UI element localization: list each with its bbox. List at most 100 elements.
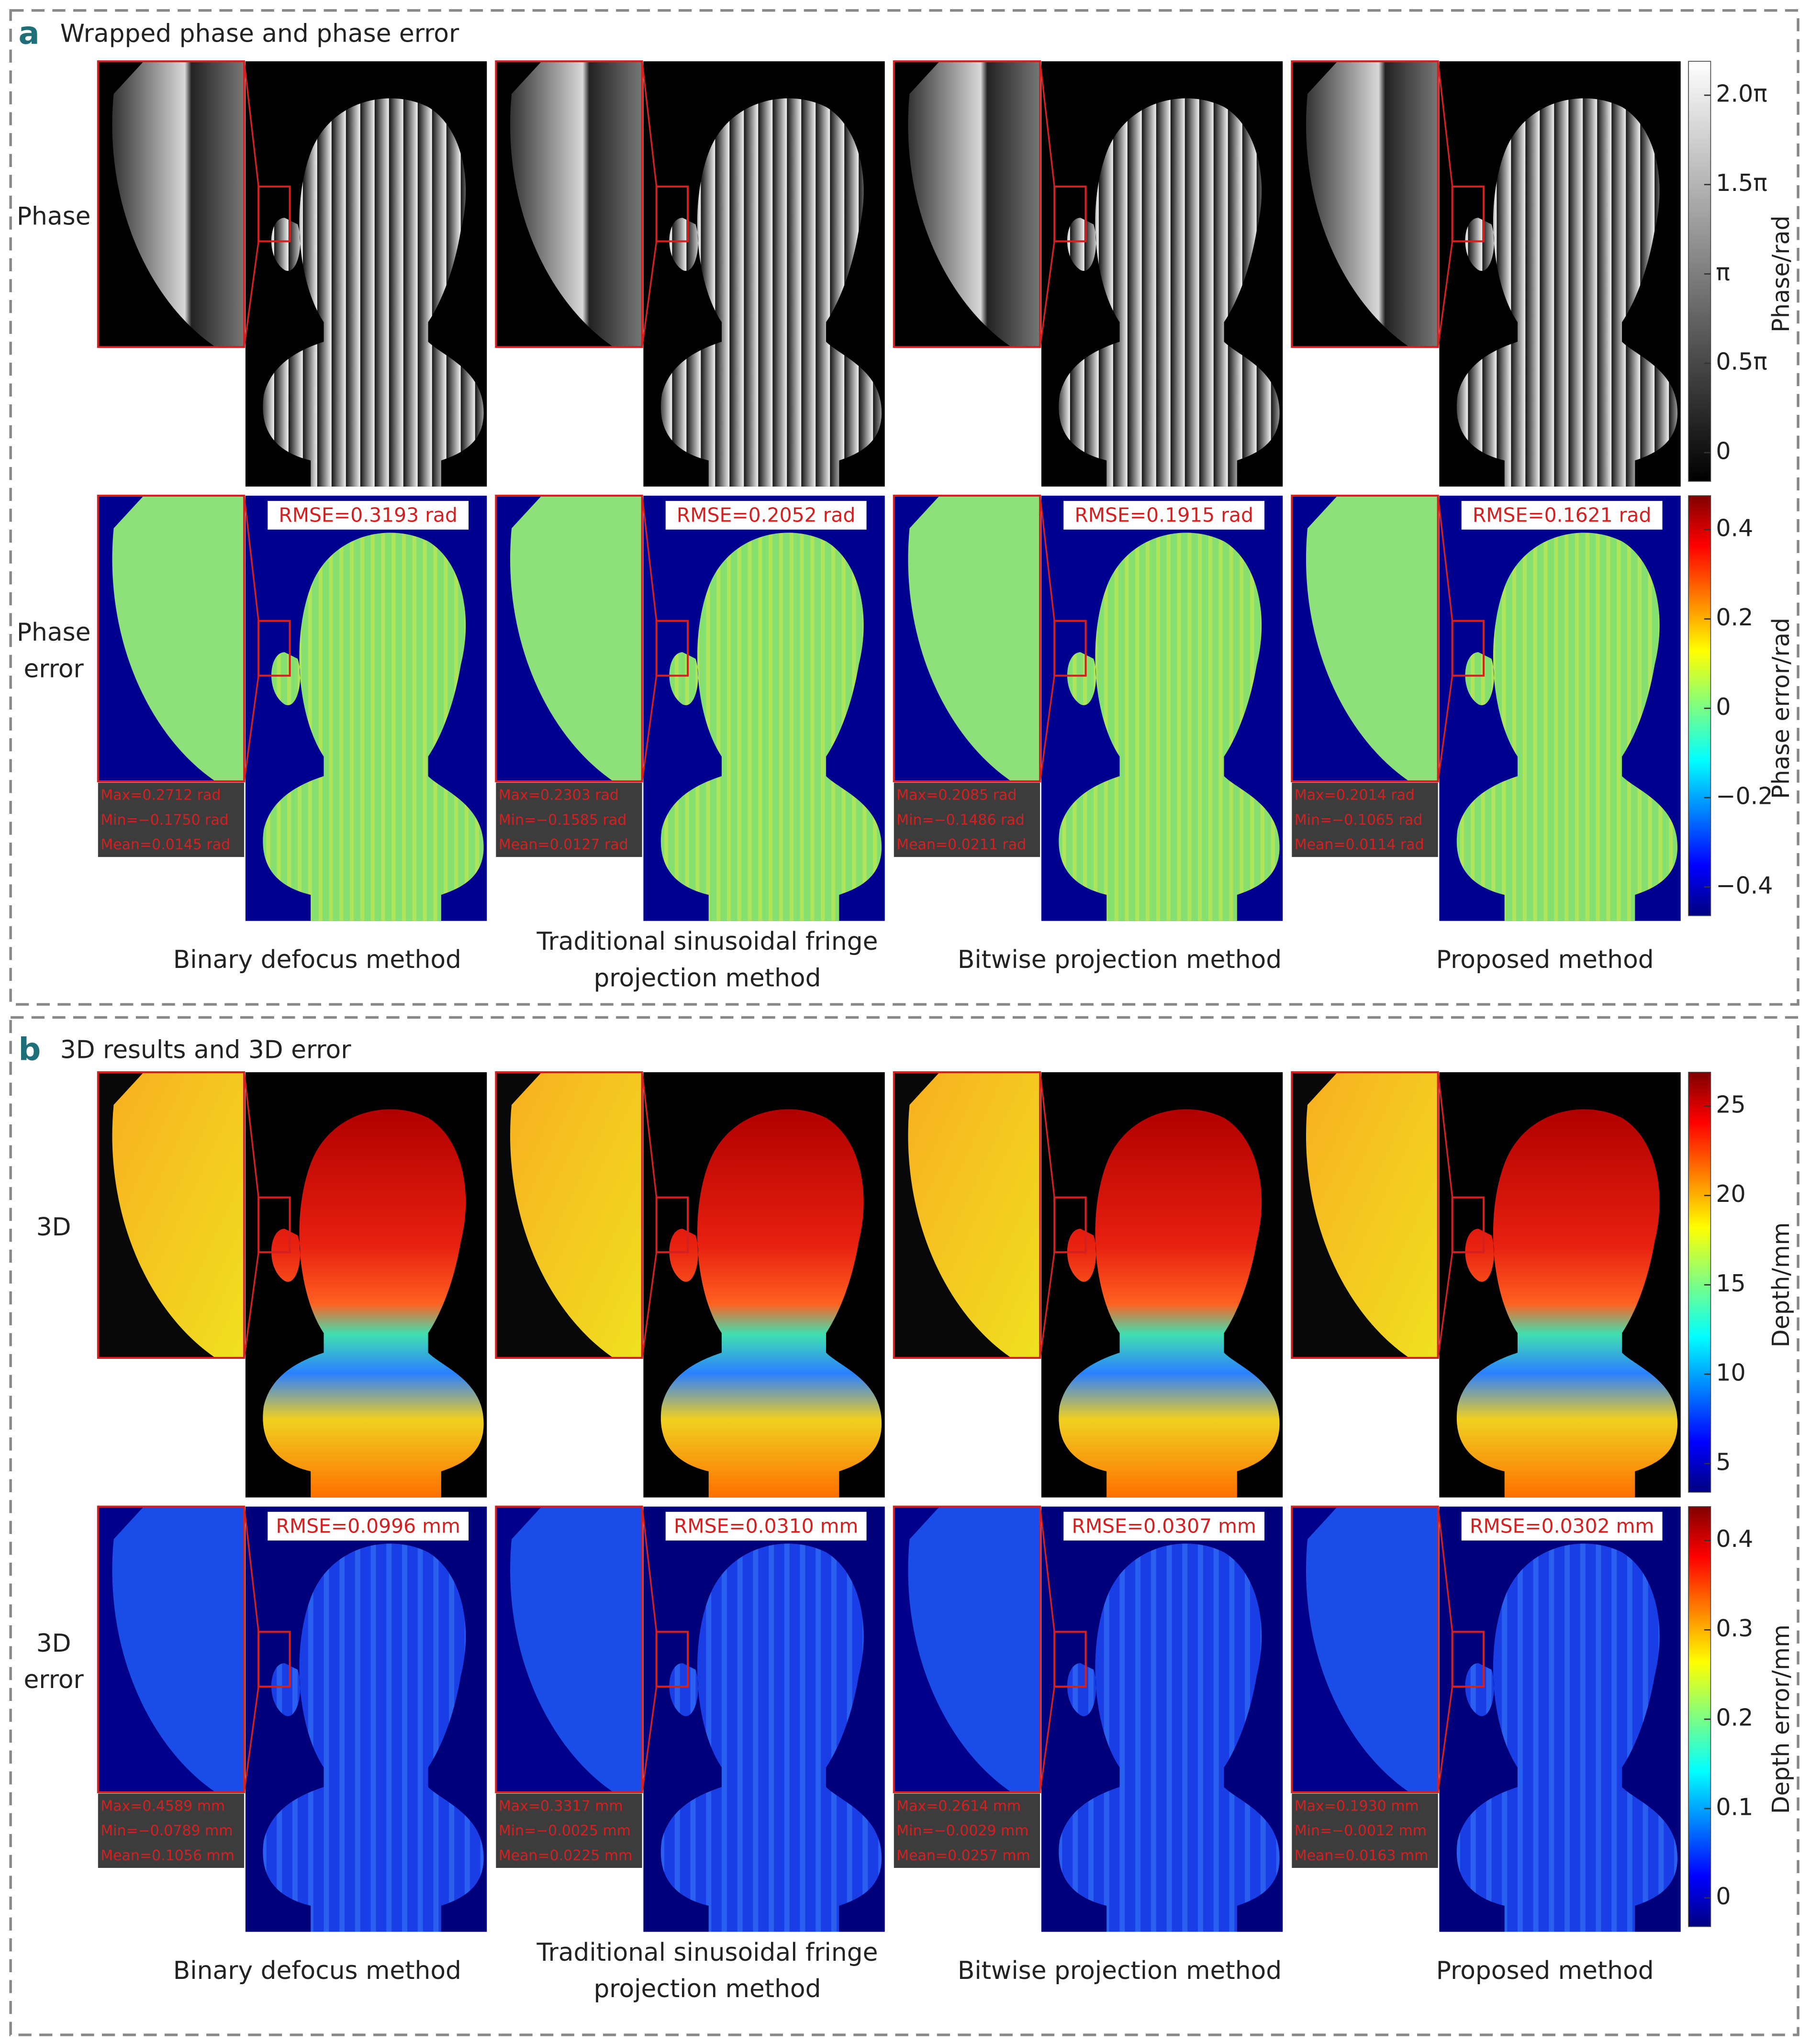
result-image	[1041, 1506, 1283, 1932]
rmse-label: RMSE=0.1915 rad	[1074, 504, 1253, 527]
result-image	[1041, 1072, 1283, 1498]
panel-frame	[9, 1016, 1799, 2036]
stats-box	[1292, 1793, 1438, 1868]
inset-region	[510, 61, 642, 347]
rmse-label: RMSE=0.0307 mm	[1072, 1514, 1256, 1537]
rmse-box	[1063, 1511, 1265, 1541]
result-image	[245, 1506, 487, 1932]
colorbar-tick-label: 0	[1716, 693, 1731, 721]
stats-box	[894, 1793, 1040, 1868]
stats-label: Min=−0.0789 mm	[101, 1822, 233, 1839]
zoom-inset	[893, 494, 1041, 783]
stats-box	[894, 782, 1040, 857]
colorbar-tick-label: π	[1716, 258, 1730, 286]
rmse-label: RMSE=0.0310 mm	[674, 1514, 858, 1537]
inset-region	[112, 1072, 245, 1358]
zoom-connector	[641, 495, 658, 621]
zoom-box	[257, 1631, 291, 1688]
inset-region	[112, 61, 245, 347]
result-image	[643, 1072, 885, 1498]
stats-label: Mean=0.1056 mm	[101, 1847, 235, 1864]
zoom-inset	[1291, 494, 1439, 783]
zoom-connector	[1437, 1686, 1453, 1793]
zoom-inset	[893, 1071, 1041, 1359]
zoom-inset	[1291, 60, 1439, 348]
zoom-inset	[893, 1505, 1041, 1793]
zoom-inset	[495, 1071, 643, 1359]
stats-label: Min=−0.1750 rad	[101, 811, 229, 828]
inset-border	[97, 1071, 246, 1359]
stats-label: Min=−0.1585 rad	[499, 811, 627, 828]
rmse-label: RMSE=0.2052 rad	[677, 504, 856, 527]
result-image	[643, 61, 885, 487]
colorbar	[1688, 61, 1711, 482]
zoom-inset	[893, 60, 1041, 348]
zoom-connector	[1437, 1506, 1453, 1632]
zoom-connector	[243, 1506, 259, 1632]
panel-title: Wrapped phase and phase error	[60, 20, 459, 48]
colorbar-tick-label: 15	[1716, 1269, 1745, 1297]
zoom-box	[1451, 1196, 1485, 1254]
colorbar-tick-label: 10	[1716, 1359, 1745, 1387]
row-label: error	[23, 1666, 84, 1694]
inset-border	[1291, 494, 1439, 783]
inset-border	[893, 60, 1041, 348]
rmse-box	[1063, 500, 1265, 530]
stats-label: Mean=0.0163 mm	[1295, 1847, 1429, 1864]
colorbar-label: Depth error/mm	[1767, 1624, 1795, 1814]
stats-label: Mean=0.0145 rad	[101, 836, 230, 853]
inset-border	[495, 60, 643, 348]
colorbar-tick-label: 1.5π	[1716, 169, 1767, 197]
stats-label: Mean=0.0211 rad	[896, 836, 1026, 853]
inset-region	[908, 61, 1040, 347]
zoom-inset	[1291, 1505, 1439, 1793]
panel-letter: a	[19, 15, 40, 52]
inset-region	[1306, 1072, 1438, 1358]
zoom-connector	[641, 61, 658, 187]
column-label: Proposed method	[1436, 1956, 1654, 1985]
column-label: Traditional sinusoidal fringe	[536, 927, 878, 956]
inset-border	[495, 1505, 643, 1793]
zoom-connector	[1039, 675, 1055, 782]
inset-border	[97, 60, 246, 348]
colorbar-tick-label: 0	[1716, 437, 1731, 465]
rmse-label: RMSE=0.0996 mm	[276, 1514, 460, 1537]
colorbar-tick-label: −0.2	[1716, 782, 1773, 810]
colorbar-tick-label: 25	[1716, 1090, 1745, 1118]
zoom-inset	[1291, 1071, 1439, 1359]
zoom-box	[1451, 620, 1485, 677]
colorbar-tick-label: 0.3	[1716, 1614, 1753, 1642]
rmse-box	[1461, 1511, 1663, 1541]
zoom-connector	[1437, 495, 1453, 621]
zoom-box	[257, 1196, 291, 1254]
colorbar-tick-label: 0.4	[1716, 1525, 1753, 1553]
row-label: 3D	[36, 1629, 71, 1658]
inset-border	[1291, 1071, 1439, 1359]
zoom-connector	[1039, 1686, 1055, 1793]
zoom-connector	[1039, 1252, 1055, 1358]
zoom-connector	[243, 1072, 259, 1198]
result-image	[1439, 1072, 1681, 1498]
zoom-inset	[97, 1505, 246, 1793]
zoom-connector	[1039, 61, 1055, 187]
stats-label: Mean=0.0127 rad	[499, 836, 628, 853]
row-label: Phase	[17, 618, 91, 647]
zoom-connector	[1437, 61, 1453, 187]
zoom-inset	[495, 1505, 643, 1793]
zoom-connector	[1039, 1072, 1055, 1198]
inset-border	[495, 494, 643, 783]
rmse-box	[268, 500, 469, 530]
zoom-connector	[243, 241, 259, 347]
zoom-box	[655, 1196, 689, 1254]
column-label: Traditional sinusoidal fringe	[536, 1938, 878, 1967]
colorbar-tick-label: 0.5π	[1716, 348, 1767, 376]
result-image	[1439, 495, 1681, 921]
stats-label: Min=−0.0025 mm	[499, 1822, 631, 1839]
stats-label: Max=0.2303 rad	[499, 787, 619, 803]
inset-border	[893, 1071, 1041, 1359]
stats-label: Min=−0.0012 mm	[1295, 1822, 1427, 1839]
zoom-inset	[97, 60, 246, 348]
colorbar-tick-label: 2.0π	[1716, 80, 1767, 108]
zoom-inset	[97, 1071, 246, 1359]
zoom-connector	[1437, 1252, 1453, 1358]
